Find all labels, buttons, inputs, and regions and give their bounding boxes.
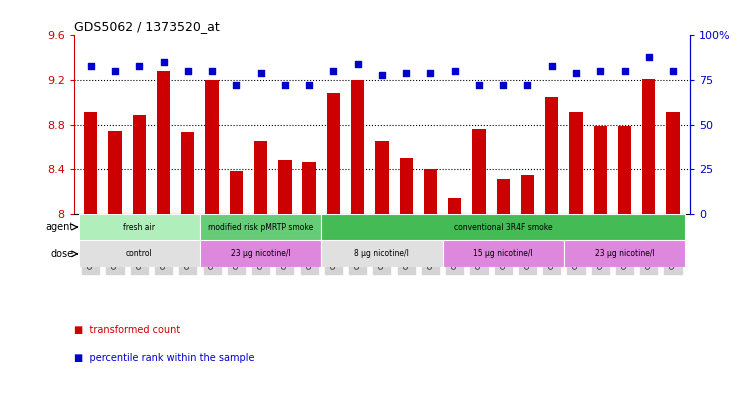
Bar: [448, 198, 461, 214]
Point: [206, 68, 218, 74]
Bar: [157, 71, 170, 214]
Bar: [443, 241, 564, 267]
Bar: [200, 214, 321, 241]
Bar: [399, 158, 413, 214]
Text: modified risk pMRTP smoke: modified risk pMRTP smoke: [208, 222, 313, 231]
Point: [279, 82, 291, 88]
Point: [667, 68, 679, 74]
Text: GDS5062 / 1373520_at: GDS5062 / 1373520_at: [74, 20, 219, 33]
Text: ■  transformed count: ■ transformed count: [74, 325, 180, 335]
Point: [134, 62, 145, 69]
Point: [643, 53, 655, 60]
Text: ■  percentile rank within the sample: ■ percentile rank within the sample: [74, 353, 255, 363]
Bar: [200, 241, 321, 267]
Bar: [84, 112, 97, 214]
Bar: [351, 80, 365, 214]
Point: [230, 82, 242, 88]
Text: conventional 3R4F smoke: conventional 3R4F smoke: [454, 222, 553, 231]
Point: [546, 62, 558, 69]
Text: 23 μg nicotine/l: 23 μg nicotine/l: [595, 250, 655, 258]
Bar: [545, 97, 559, 214]
Bar: [181, 132, 195, 214]
Bar: [375, 141, 389, 214]
Bar: [564, 241, 685, 267]
Point: [303, 82, 315, 88]
Bar: [569, 112, 583, 214]
Bar: [472, 129, 486, 214]
Bar: [254, 141, 267, 214]
Bar: [618, 126, 631, 214]
Bar: [303, 162, 316, 214]
Point: [85, 62, 97, 69]
Bar: [108, 131, 122, 214]
Point: [182, 68, 194, 74]
Point: [376, 72, 388, 78]
Bar: [79, 241, 200, 267]
Bar: [521, 175, 534, 214]
Bar: [327, 93, 340, 214]
Point: [255, 70, 266, 76]
Bar: [424, 169, 437, 214]
Text: agent: agent: [46, 222, 74, 232]
Point: [618, 68, 630, 74]
Bar: [321, 241, 443, 267]
Point: [497, 82, 509, 88]
Bar: [497, 179, 510, 214]
Point: [522, 82, 534, 88]
Point: [352, 61, 364, 67]
Bar: [278, 160, 292, 214]
Point: [473, 82, 485, 88]
Point: [570, 70, 582, 76]
Bar: [321, 214, 685, 241]
Point: [328, 68, 339, 74]
Bar: [666, 112, 680, 214]
Bar: [230, 171, 243, 214]
Text: 8 μg nicotine/l: 8 μg nicotine/l: [354, 250, 410, 258]
Text: 23 μg nicotine/l: 23 μg nicotine/l: [231, 250, 291, 258]
Bar: [593, 126, 607, 214]
Bar: [79, 214, 200, 241]
Point: [449, 68, 461, 74]
Point: [594, 68, 606, 74]
Point: [400, 70, 412, 76]
Point: [424, 70, 436, 76]
Text: 15 μg nicotine/l: 15 μg nicotine/l: [473, 250, 533, 258]
Point: [109, 68, 121, 74]
Bar: [642, 79, 655, 214]
Text: dose: dose: [51, 249, 74, 259]
Text: fresh air: fresh air: [123, 222, 155, 231]
Point: [158, 59, 170, 65]
Bar: [205, 80, 218, 214]
Bar: [133, 114, 146, 214]
Text: control: control: [126, 250, 153, 258]
